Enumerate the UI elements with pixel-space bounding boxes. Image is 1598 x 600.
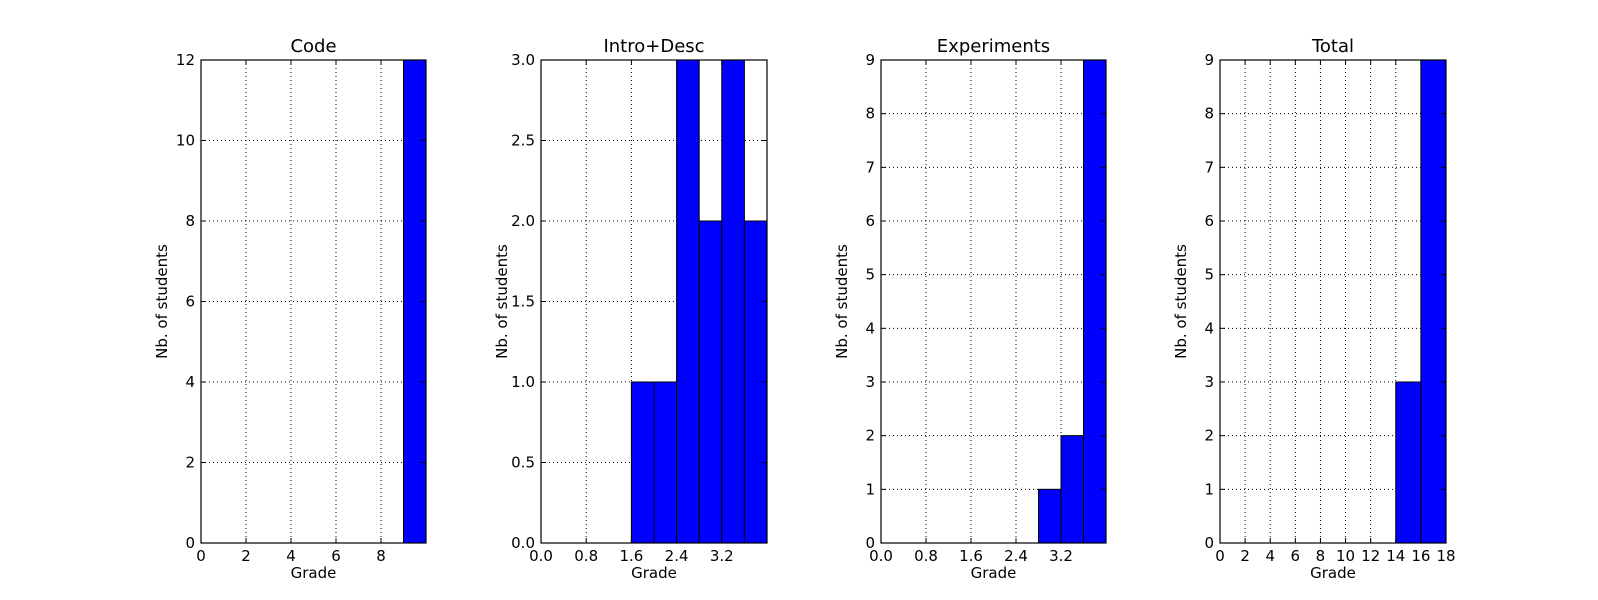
y-tick-label: 5 (865, 266, 875, 284)
x-tick-label: 0.8 (914, 547, 938, 565)
x-tick-label: 0.8 (574, 547, 598, 565)
y-tick-label: 0.5 (511, 454, 535, 472)
chart-title: Total (1311, 36, 1354, 57)
y-tick-label: 2 (185, 454, 195, 472)
y-tick-label: 6 (185, 293, 195, 311)
chart-title: Intro+Desc (603, 36, 704, 57)
x-tick-label: 2.4 (665, 547, 689, 565)
y-tick-label: 6 (865, 212, 875, 230)
chart-title: Code (290, 36, 336, 57)
y-tick-label: 2 (865, 427, 875, 445)
histogram-bar (653, 381, 678, 544)
y-tick-label: 1 (1204, 480, 1214, 498)
x-axis-label: Grade (291, 564, 337, 582)
y-axis-label: Nb. of students (153, 244, 171, 359)
histogram-panel: 0.0 0.8 1.6 2.4 3.2 0.0 0.5 1.0 1.5 2.0 2.5 3.0 Intr… (493, 36, 768, 582)
plot-frame (880, 59, 1107, 544)
y-tick-label: 1.5 (511, 293, 535, 311)
chart-title: Experiments (937, 36, 1050, 57)
x-tick-label: 6 (331, 547, 341, 565)
y-tick-label: 12 (176, 51, 195, 69)
y-tick-label: 4 (185, 373, 195, 391)
x-tick-label: 12 (1361, 547, 1380, 565)
y-tick-label: 1.0 (511, 373, 535, 391)
y-tick-label: 8 (1204, 105, 1214, 123)
y-axis-label: Nb. of students (1172, 244, 1190, 359)
y-tick-label: 1 (865, 480, 875, 498)
y-tick-label: 7 (865, 158, 875, 176)
x-tick-label: 8 (1316, 547, 1326, 565)
y-tick-label: 4 (1204, 319, 1214, 337)
y-tick-label: 2.5 (511, 132, 535, 150)
x-tick-label: 1.6 (619, 547, 643, 565)
y-tick-label: 5 (1204, 266, 1214, 284)
y-tick-label: 9 (865, 51, 875, 69)
y-axis-label: Nb. of students (833, 244, 851, 359)
histogram-bar (630, 381, 655, 544)
histogram-bar (676, 59, 700, 544)
plot-frame (1219, 59, 1447, 544)
histogram-panel: 0 2 4 6 8 0 2 4 6 8 10 12 Code Grade Nb. of students (153, 36, 427, 582)
x-tick-label: 1.6 (959, 547, 983, 565)
y-tick-label: 4 (865, 319, 875, 337)
histogram-panel: 0.0 0.8 1.6 2.4 3.2 0 1 2 3 4 5 6 7 8 9 Experiments Grad… (833, 36, 1107, 582)
x-tick-label: 0 (1215, 547, 1225, 565)
x-tick-label: 4 (286, 547, 296, 565)
x-tick-label: 18 (1436, 547, 1455, 565)
x-tick-label: 0.0 (869, 547, 893, 565)
histogram-bar (1060, 435, 1084, 544)
x-axis-label: Grade (631, 564, 677, 582)
x-tick-label: 3.2 (1049, 547, 1073, 565)
x-axis-label: Grade (971, 564, 1017, 582)
y-tick-label: 10 (176, 132, 195, 150)
y-axis-label: Nb. of students (493, 244, 511, 359)
histogram-bar (1420, 59, 1447, 544)
y-tick-label: 8 (185, 212, 195, 230)
x-tick-label: 14 (1386, 547, 1405, 565)
x-tick-label: 0.0 (529, 547, 553, 565)
x-tick-label: 2.4 (1004, 547, 1028, 565)
y-tick-label: 2.0 (511, 212, 535, 230)
y-tick-label: 0 (1204, 534, 1214, 552)
x-tick-label: 8 (376, 547, 386, 565)
x-tick-label: 0 (196, 547, 206, 565)
x-tick-label: 2 (1240, 547, 1250, 565)
y-tick-label: 3.0 (511, 51, 535, 69)
y-tick-label: 6 (1204, 212, 1214, 230)
y-tick-label: 3 (865, 373, 875, 391)
x-tick-label: 6 (1291, 547, 1301, 565)
y-tick-label: 0 (865, 534, 875, 552)
x-tick-label: 2 (241, 547, 251, 565)
y-tick-label: 3 (1204, 373, 1214, 391)
x-tick-label: 16 (1411, 547, 1430, 565)
x-tick-label: 3.2 (710, 547, 734, 565)
y-tick-label: 2 (1204, 427, 1214, 445)
y-tick-label: 8 (865, 105, 875, 123)
y-tick-label: 7 (1204, 158, 1214, 176)
x-tick-label: 10 (1336, 547, 1355, 565)
y-tick-label: 0.0 (511, 534, 535, 552)
histogram-bar (1395, 381, 1422, 544)
x-tick-label: 4 (1265, 547, 1275, 565)
x-axis-label: Grade (1310, 564, 1356, 582)
histogram-bar (698, 220, 723, 544)
y-tick-label: 9 (1204, 51, 1214, 69)
histogram-bar (721, 59, 745, 544)
histogram-bar (1038, 488, 1062, 544)
y-tick-label: 0 (185, 534, 195, 552)
histogram-bar (1083, 59, 1107, 544)
